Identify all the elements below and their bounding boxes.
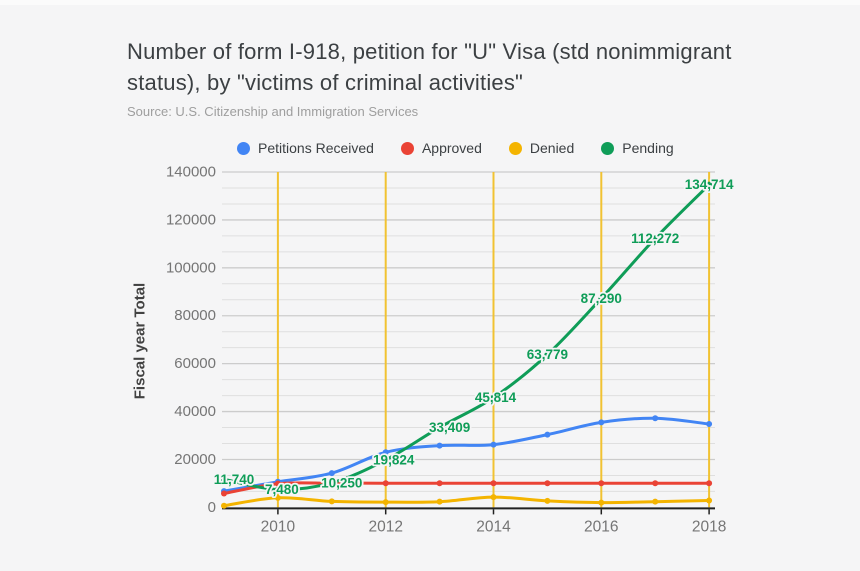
series-pending	[221, 181, 713, 493]
legend-item-petitions-received: Petitions Received	[237, 140, 374, 156]
legend-dot-icon	[400, 141, 414, 155]
series-line-denied	[222, 495, 711, 508]
svg-text:60000: 60000	[174, 355, 216, 372]
legend-label: Approved	[421, 140, 482, 156]
svg-text:2018: 2018	[692, 518, 726, 535]
svg-text:2016: 2016	[584, 518, 618, 535]
data-labels-pending: 11,740 7,480 10,250 19,824 33,409 45,814 63,77…	[212, 175, 736, 498]
chart-title: Number of form I-918, petition for "U" V…	[127, 39, 732, 95]
svg-text:7,480: 7,480	[265, 482, 299, 497]
svg-text:63,779: 63,779	[527, 347, 568, 362]
svg-text:120000: 120000	[166, 211, 216, 228]
legend-label: Denied	[529, 140, 575, 156]
line-chart: 0 20000 40000 60000 80000 100000 120000 140000 2…	[166, 164, 736, 536]
vertical-gridlines	[276, 172, 711, 508]
legend-item-pending: Pending	[601, 140, 674, 156]
svg-text:2012: 2012	[368, 518, 402, 535]
svg-text:2010: 2010	[261, 518, 296, 535]
svg-text:100000: 100000	[166, 259, 216, 276]
legend-dot-icon	[237, 141, 250, 155]
legend-item-denied: Denied	[508, 140, 575, 156]
svg-text:87,290: 87,290	[581, 291, 622, 306]
svg-text:140000: 140000	[166, 164, 216, 181]
legend-dot-icon	[508, 141, 522, 155]
series-approved	[221, 480, 713, 497]
svg-text:40000: 40000	[174, 403, 216, 420]
chart-source: Source: U.S. Citizenship and Immigration…	[127, 104, 419, 119]
svg-text:10,250: 10,250	[321, 475, 362, 490]
series-petitions-received	[221, 415, 713, 495]
svg-text:80000: 80000	[174, 307, 216, 324]
svg-text:134,714: 134,714	[685, 177, 734, 192]
series-line-approved	[222, 481, 711, 496]
svg-text:112,272: 112,272	[631, 231, 679, 246]
series-denied	[221, 494, 713, 509]
y-tick-labels: 0 20000 40000 60000 80000 100000 120000 140000	[166, 164, 216, 516]
svg-text:20000: 20000	[174, 451, 216, 468]
horizontal-gridlines	[222, 171, 715, 492]
chart-legend: Petitions Received Approved Denied Pending	[237, 140, 674, 156]
series-line-petitions-received	[222, 416, 711, 493]
svg-text:33,409: 33,409	[429, 420, 470, 435]
svg-text:2014: 2014	[476, 518, 511, 535]
x-tick-labels: 2010 2012 2014 2016 2018	[261, 509, 726, 535]
svg-text:0: 0	[208, 499, 216, 516]
legend-label: Petitions Received	[258, 140, 374, 156]
svg-text:45,814: 45,814	[475, 390, 517, 405]
svg-text:19,824: 19,824	[373, 452, 415, 467]
top-strip	[0, 0, 860, 5]
series-line-pending	[222, 183, 711, 492]
svg-text:11,740: 11,740	[214, 472, 255, 487]
legend-item-approved: Approved	[400, 140, 482, 156]
legend-dot-icon	[601, 141, 615, 155]
legend-label: Pending	[622, 140, 674, 156]
